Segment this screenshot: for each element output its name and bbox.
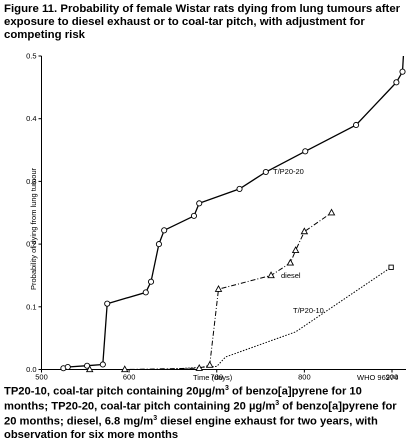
caption-line-3: 20 months; diesel, 6.8 mg/m3 diesel engi… [4, 415, 378, 429]
y-axis-label: Probability of dying from lung tumour [29, 167, 38, 290]
data-point-circle [64, 363, 71, 371]
data-point-triangle [195, 364, 203, 371]
x-axis-label: Time (days) [193, 373, 233, 382]
data-point-circle [99, 361, 106, 368]
data-point-circle [161, 227, 168, 234]
x-tick-label: 500 [35, 373, 48, 382]
y-tick-label: 0.4 [26, 114, 36, 123]
data-point-triangle [267, 271, 275, 279]
data-point-circle [399, 68, 406, 75]
data-markers [60, 68, 406, 373]
series-line-1 [89, 212, 332, 370]
series-label-tp2010: T/P20-10 [293, 306, 324, 315]
caption-line-1: TP20-10, coal-tar pitch containing 20µg/… [4, 385, 362, 398]
x-tick-label: 600 [123, 373, 136, 382]
figure-title: Figure 11. Probability of female Wistar … [4, 3, 401, 41]
series-line-2 [164, 266, 392, 370]
x-tick-label: 900 [386, 373, 399, 382]
y-tick-label: 0.5 [26, 52, 36, 61]
caption-line-2: months; TP20-20, coal-tar pitch containi… [4, 400, 397, 413]
data-point-triangle [85, 365, 94, 373]
data-point-circle [142, 289, 149, 296]
data-point-circle [393, 79, 400, 86]
series-label-tp2020: T/P20-20 [273, 167, 304, 176]
data-point-triangle [291, 246, 300, 254]
data-point-circle [104, 300, 111, 307]
y-tick-label: 0.1 [26, 302, 36, 311]
series-line-0 [63, 55, 405, 369]
data-point-square [388, 264, 394, 270]
caption-line-4: observation for six more months [4, 428, 179, 441]
x-tick-label: 700 [210, 373, 223, 382]
series-lines [63, 55, 405, 370]
y-tick-label: 0.2 [26, 240, 36, 249]
data-point-circle [196, 200, 203, 207]
x-tick-label: 800 [298, 373, 311, 382]
data-point-circle [155, 241, 162, 248]
source-credit: WHO 96274 [357, 373, 398, 382]
data-point-circle [302, 148, 309, 155]
data-point-triangle [120, 365, 129, 373]
data-point-circle [190, 212, 198, 219]
data-point-triangle [300, 227, 309, 235]
data-point-circle [353, 121, 360, 129]
data-point-triangle [214, 285, 223, 292]
data-point-triangle [286, 258, 295, 266]
axis-ticks: 0.0 0.1 0.2 0.3 0.4 0.5 500 600 700 800 900 [26, 52, 398, 382]
data-point-circle [147, 278, 155, 285]
data-point-circle [236, 185, 243, 192]
data-point-triangle [327, 208, 336, 216]
data-point-triangle [205, 360, 214, 368]
y-tick-label: 0.3 [26, 177, 36, 186]
figure-caption: TP20-10, coal-tar pitch containing 20µg/… [4, 383, 408, 441]
series-label-diesel: diesel [281, 271, 301, 280]
y-tick-label: 0.0 [26, 365, 36, 374]
data-point-circle [262, 168, 269, 176]
